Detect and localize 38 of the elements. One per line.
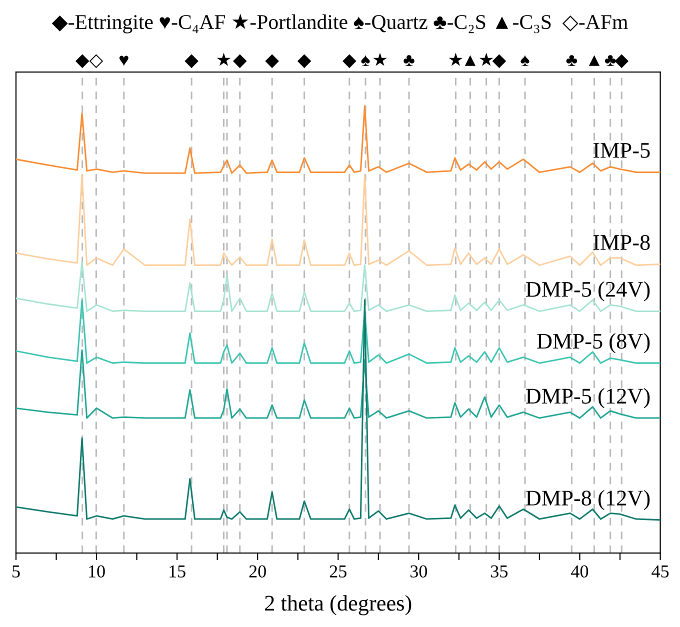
ref-line-label: ▲ (588, 55, 600, 66)
x-tick-label: 10 (89, 565, 105, 578)
ref-line-label: ◆ (614, 54, 629, 68)
ref-line-label: ★ (448, 52, 463, 66)
ref-line-label: ♥ (119, 56, 128, 66)
ref-line-label: ◇ (89, 54, 104, 68)
x-tick-label: 30 (410, 565, 428, 578)
x-axis-title: 2 theta (degrees) (265, 595, 412, 616)
series-label: DMP-5 (12V) (526, 388, 650, 408)
x-tick-label: 45 (652, 565, 669, 578)
ref-line-label: ◆ (492, 54, 506, 68)
x-tick-label: 15 (170, 565, 186, 578)
x-tick-label: 25 (330, 565, 346, 578)
ref-line-label: ♣ (566, 55, 578, 66)
ref-line-label: ♣ (604, 55, 616, 66)
series-label: DMP-5 (8V) (537, 333, 650, 354)
ref-line-label: ★ (373, 52, 387, 66)
ref-line-label: ♣ (404, 55, 414, 66)
ref-line-label: ◆ (297, 54, 312, 68)
series-label: DMP-5 (24V) (526, 281, 650, 302)
ref-line-label: ◆ (75, 54, 90, 68)
ref-line-label: ◆ (184, 54, 198, 68)
ref-line-label: ◆ (342, 54, 356, 68)
x-tick-label: 40 (571, 565, 588, 578)
ref-line-label: ◆ (265, 54, 279, 68)
x-tick-label: 5 (12, 566, 20, 578)
series-label: IMP-5 (593, 143, 650, 158)
x-tick-label: 35 (491, 565, 508, 578)
ref-line-label: ★ (479, 52, 494, 66)
x-tick-label: 20 (249, 565, 266, 578)
ref-line-label: ♠ (520, 55, 530, 66)
ref-line-label: ▲ (464, 55, 476, 66)
series-label: IMP-8 (593, 234, 650, 250)
ref-line-label: ◆ (232, 54, 247, 68)
ref-line-label: ♠ (361, 55, 370, 66)
ref-line-label: ★ (216, 52, 231, 66)
series-label: DMP-8 (12V) (526, 490, 650, 510)
text: ◆-Ettringite ♥-C₄AF ★-Portlandite ♠-Quartz ♣-C₂S ▲-C₃S ◇-AFm (52, 14, 628, 34)
